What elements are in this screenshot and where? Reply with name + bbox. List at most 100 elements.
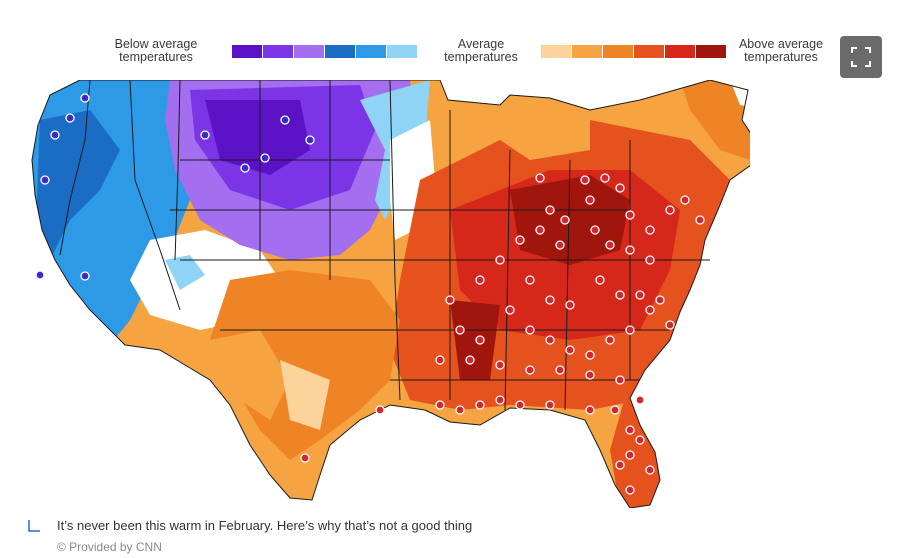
record-marker bbox=[655, 295, 665, 305]
record-marker bbox=[305, 135, 315, 145]
record-marker bbox=[495, 255, 505, 265]
record-marker bbox=[505, 305, 515, 315]
record-marker bbox=[555, 365, 565, 375]
record-marker bbox=[455, 405, 465, 415]
record-marker bbox=[625, 425, 635, 435]
nevada-border bbox=[129, 80, 181, 311]
credit-text: © Provided by CNN bbox=[57, 540, 162, 554]
record-marker bbox=[455, 325, 465, 335]
record-marker bbox=[525, 325, 535, 335]
record-marker bbox=[645, 225, 655, 235]
record-marker bbox=[300, 453, 310, 463]
record-marker bbox=[625, 325, 635, 335]
record-marker bbox=[645, 465, 655, 475]
record-marker bbox=[565, 345, 575, 355]
record-marker bbox=[545, 335, 555, 345]
record-marker bbox=[375, 405, 385, 415]
record-marker bbox=[515, 235, 525, 245]
record-marker bbox=[475, 335, 485, 345]
ohio-valley-warmest-zone bbox=[510, 175, 630, 265]
record-marker bbox=[35, 270, 45, 280]
record-marker bbox=[495, 395, 505, 405]
legend-below-label: Below average temperatures bbox=[114, 37, 198, 64]
record-marker bbox=[560, 215, 570, 225]
record-marker bbox=[610, 405, 620, 415]
record-marker bbox=[565, 300, 575, 310]
record-marker bbox=[590, 225, 600, 235]
record-marker bbox=[585, 370, 595, 380]
record-marker bbox=[240, 163, 250, 173]
record-marker bbox=[615, 290, 625, 300]
legend-swatch bbox=[665, 45, 695, 58]
record-marker bbox=[585, 195, 595, 205]
record-marker bbox=[680, 195, 690, 205]
legend-swatch bbox=[541, 45, 571, 58]
legend-swatch bbox=[232, 45, 262, 58]
illinois-border bbox=[504, 149, 511, 411]
west-border bbox=[59, 80, 91, 256]
legend-swatch bbox=[294, 45, 324, 58]
record-marker bbox=[615, 183, 625, 193]
record-marker bbox=[535, 225, 545, 235]
record-marker bbox=[80, 93, 90, 103]
record-marker bbox=[605, 240, 615, 250]
record-marker bbox=[585, 405, 595, 415]
west-texas-pale-zone bbox=[280, 360, 330, 430]
record-marker bbox=[695, 215, 705, 225]
record-marker bbox=[615, 460, 625, 470]
legend-swatch bbox=[356, 45, 386, 58]
record-marker bbox=[635, 290, 645, 300]
legend-swatch bbox=[696, 45, 726, 58]
record-marker bbox=[615, 375, 625, 385]
record-marker bbox=[645, 255, 655, 265]
expand-icon bbox=[851, 47, 871, 67]
record-marker bbox=[600, 173, 610, 183]
us-temperature-map bbox=[31, 80, 750, 508]
record-marker bbox=[465, 355, 475, 365]
indiana-border bbox=[564, 159, 571, 411]
minnesota-border bbox=[389, 80, 401, 401]
record-marker bbox=[445, 295, 455, 305]
record-marker bbox=[50, 130, 60, 140]
legend-average-label: Average temperatures bbox=[444, 37, 518, 64]
record-marker bbox=[625, 485, 635, 495]
record-marker bbox=[625, 245, 635, 255]
record-marker bbox=[80, 271, 90, 281]
record-marker bbox=[605, 335, 615, 345]
record-marker bbox=[635, 435, 645, 445]
legend-swatch bbox=[603, 45, 633, 58]
record-marker bbox=[545, 400, 555, 410]
record-marker bbox=[200, 130, 210, 140]
record-marker bbox=[625, 210, 635, 220]
new-england-warm-zone bbox=[680, 80, 750, 160]
record-marker bbox=[260, 153, 270, 163]
record-marker bbox=[495, 360, 505, 370]
southwest-light-cold-patch bbox=[165, 255, 205, 290]
expand-button[interactable] bbox=[840, 36, 882, 78]
record-marker bbox=[665, 205, 675, 215]
legend-swatch bbox=[325, 45, 355, 58]
record-marker bbox=[635, 395, 645, 405]
record-markers bbox=[35, 93, 705, 495]
record-marker bbox=[40, 175, 50, 185]
record-marker bbox=[535, 173, 545, 183]
record-marker bbox=[555, 240, 565, 250]
legend-swatch bbox=[572, 45, 602, 58]
legend-above-label: Above average temperatures bbox=[738, 37, 824, 64]
legend-swatch bbox=[263, 45, 293, 58]
record-marker bbox=[475, 275, 485, 285]
corner-arrow-icon bbox=[28, 520, 40, 532]
mississippi-warmest-zone bbox=[450, 300, 500, 380]
idaho-border bbox=[174, 80, 181, 261]
record-marker bbox=[475, 400, 485, 410]
record-marker bbox=[515, 400, 525, 410]
caption-text[interactable]: It’s never been this warm in February. H… bbox=[57, 518, 473, 533]
record-marker bbox=[665, 320, 675, 330]
record-marker bbox=[435, 400, 445, 410]
northwest-deep-cold-zone bbox=[35, 110, 120, 260]
record-marker bbox=[595, 275, 605, 285]
record-marker bbox=[645, 305, 655, 315]
temperature-legend: Below average temperatures Average tempe… bbox=[106, 36, 866, 76]
record-marker bbox=[525, 365, 535, 375]
southern-plains-warm-zone bbox=[210, 270, 400, 460]
